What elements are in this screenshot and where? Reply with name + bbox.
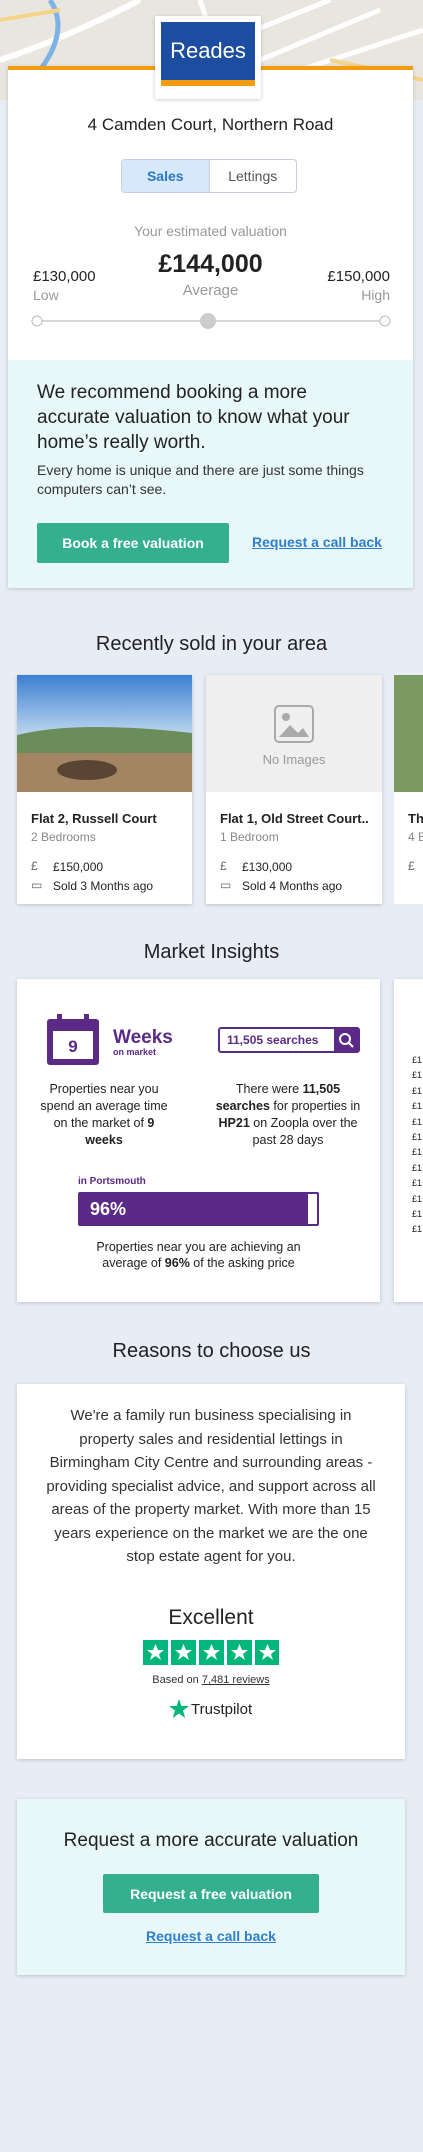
property-photo [394, 675, 423, 792]
property-card[interactable]: Th 4 B £ [394, 675, 423, 904]
text-bold: 9 weeks [85, 1116, 155, 1147]
property-subtitle: 1 Bedroom [220, 830, 279, 844]
average-value: £144,000 [158, 250, 263, 278]
property-price: £ [408, 859, 415, 873]
percent-fill: 96% [80, 1194, 308, 1224]
trustpilot-star [169, 1699, 189, 1718]
text: Based on [152, 1674, 202, 1686]
partial-line: £1 [412, 1116, 423, 1127]
asking-text: Properties near you are achieving an ave… [77, 1239, 320, 1271]
calendar-icon: ▭ [220, 878, 232, 892]
price-icon: £ [220, 859, 227, 873]
section-title: Recently sold in your area [95, 633, 328, 655]
stars [143, 1640, 279, 1665]
partial-line: £1 [412, 1147, 423, 1158]
text-bold: 11,505 searches [215, 1082, 341, 1113]
request-button[interactable]: Request a free valuation [103, 1874, 319, 1913]
on-market: on market [113, 1047, 157, 1057]
tabs: Sales Lettings [121, 159, 297, 193]
property-title: Flat 1, Old Street Court.. [220, 811, 369, 826]
low-label: Low [33, 287, 59, 303]
property-photo-placeholder: No Images [206, 675, 382, 792]
request-card: Request a more accurate valuation Reques… [17, 1799, 405, 1975]
property-title: Th [408, 811, 423, 826]
valuation-label: Your estimated valuation [134, 223, 287, 239]
search-badge: 11,505 searches [218, 1027, 360, 1053]
property-card[interactable]: No Images Flat 1, Old Street Court.. 1 B… [206, 675, 382, 904]
text: Properties near you are achieving an ave… [96, 1240, 301, 1270]
partial-line: £1 [412, 1178, 423, 1189]
insight-card-partial: £1 £1 £1 £1 £1 £1 £1 £1 £1 £1 £1 £1 [394, 979, 423, 1302]
logo-box: Reades [155, 16, 261, 99]
request-link[interactable]: Request a call back [146, 1928, 276, 1944]
text: on Zoopla over the past 28 days [249, 1116, 358, 1147]
recommend-heading: We recommend booking a more accurate val… [37, 382, 350, 453]
rating: Excellent [168, 1606, 254, 1629]
property-subtitle: 4 B [408, 830, 423, 844]
text: There were [235, 1082, 303, 1096]
book-button[interactable]: Book a free valuation [37, 523, 229, 563]
search-count: 11,505 searches [227, 1033, 319, 1047]
property-title: Flat 2, Russell Court [31, 811, 157, 826]
tab[interactable]: Sales [122, 160, 210, 192]
section-title: Market Insights [143, 941, 280, 963]
address: 4 Camden Court, Northern Road [87, 115, 334, 134]
partial-line: £1 [412, 1162, 423, 1173]
trustpilot: Trustpilot [191, 1701, 253, 1718]
low-value: £130,000 [33, 268, 96, 285]
weeks: Weeks [113, 1027, 173, 1048]
tab[interactable]: Lettings [228, 168, 278, 184]
section-title: Reasons to choose us [112, 1340, 311, 1362]
based-on: Based on 7,481 reviews [17, 1674, 405, 1686]
property-photo [17, 675, 192, 792]
text-bold: HP21 [218, 1116, 250, 1130]
calendar-number: 9 [68, 1037, 78, 1056]
text-bold: 96% [164, 1256, 190, 1270]
property-sold: Sold 4 Months ago [242, 879, 343, 893]
property-sold: Sold 3 Months ago [53, 879, 154, 893]
calendar-icon: ▭ [31, 878, 43, 892]
property-card[interactable]: Flat 2, Russell Court 2 Bedrooms £ £150,… [17, 675, 192, 904]
logo: Reades [161, 22, 255, 86]
reasons-card: We're a family run business specialising… [17, 1384, 405, 1759]
calendar-icon [47, 1014, 99, 1065]
partial-line: £1 [412, 1132, 423, 1143]
price-icon: £ [31, 859, 38, 873]
insight-card: 9 Weeks on market 11,505 searches Proper… [17, 979, 380, 1302]
high-label: High [361, 287, 390, 303]
average-label: Average [182, 282, 239, 299]
recommend-body: Every home is unique and there are just … [37, 462, 364, 497]
text: for properties in [269, 1099, 361, 1113]
text: of the asking price [189, 1256, 295, 1270]
partial-line: £1 [412, 1193, 423, 1204]
partial-line: £1 [412, 1224, 423, 1235]
slider [31, 313, 391, 329]
text: Properties near you spend an average tim… [40, 1082, 168, 1130]
property-subtitle: 2 Bedrooms [31, 830, 96, 844]
high-value: £150,000 [327, 268, 390, 285]
partial-line: £1 [412, 1055, 423, 1065]
property-price: £130,000 [242, 860, 293, 874]
call-back-link[interactable]: Request a call back [252, 534, 382, 550]
placeholder-text: No Images [262, 752, 326, 767]
partial-line: £1 [412, 1070, 423, 1081]
image-icon [274, 705, 314, 743]
region: in Portsmouth [78, 1176, 146, 1187]
partial-line: £1 [412, 1101, 423, 1112]
partial-line: £1 [412, 1085, 423, 1096]
partial-line: £1 [412, 1209, 423, 1220]
request-heading: Request a more accurate valuation [63, 1830, 359, 1851]
reasons-body: We're a family run business specialising… [46, 1407, 376, 1565]
time-text: Properties near you spend an average tim… [39, 1081, 169, 1149]
percent-bar: 96% [78, 1192, 319, 1226]
search-icon [334, 1029, 358, 1051]
property-price: £150,000 [53, 860, 104, 874]
reviews-link[interactable]: 7,481 reviews [201, 1674, 270, 1686]
search-text: There were 11,505 searches for propertie… [213, 1081, 363, 1149]
